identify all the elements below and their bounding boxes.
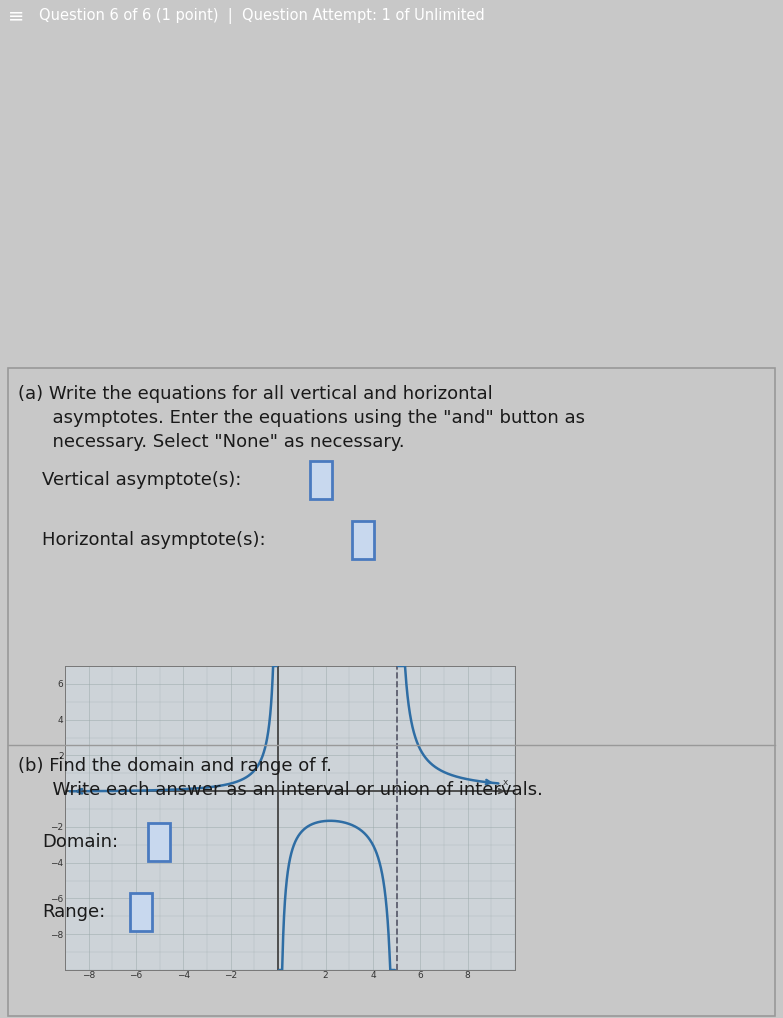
Text: x: x (503, 778, 508, 787)
Text: Range:: Range: (42, 903, 105, 921)
Text: ≡: ≡ (8, 6, 24, 25)
Text: necessary. Select "None" as necessary.: necessary. Select "None" as necessary. (18, 433, 405, 451)
Bar (148, 823, 170, 861)
Text: asymptotes. Enter the equations using the "and" button as: asymptotes. Enter the equations using th… (18, 409, 585, 427)
Bar (352, 521, 374, 559)
Text: Domain:: Domain: (42, 833, 118, 851)
Text: Write each answer as an interval or union of intervals.: Write each answer as an interval or unio… (18, 781, 543, 799)
Text: (b) Find the domain and range of f.: (b) Find the domain and range of f. (18, 757, 332, 775)
Text: (a) Write the equations for all vertical and horizontal: (a) Write the equations for all vertical… (18, 385, 493, 403)
Text: Horizontal asymptote(s):: Horizontal asymptote(s): (42, 531, 265, 549)
Text: Vertical asymptote(s):: Vertical asymptote(s): (42, 471, 241, 489)
Bar (130, 893, 152, 930)
Text: Question 6 of 6 (1 point)  |  Question Attempt: 1 of Unlimited: Question 6 of 6 (1 point) | Question Att… (39, 8, 485, 24)
Bar (310, 461, 332, 499)
